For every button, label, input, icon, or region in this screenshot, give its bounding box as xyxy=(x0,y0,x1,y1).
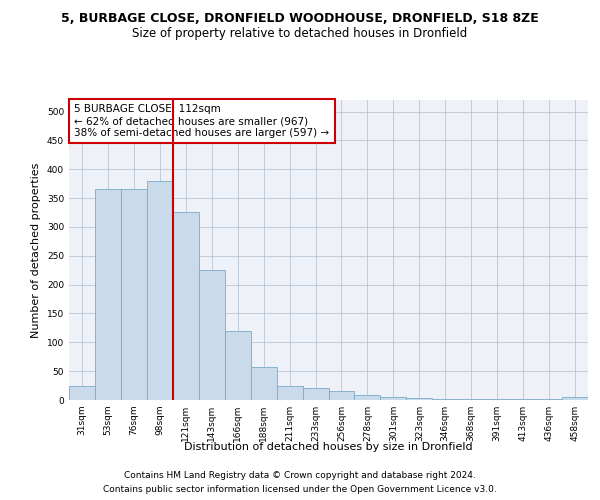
Bar xyxy=(302,388,329,400)
Bar xyxy=(147,181,173,400)
Text: Distribution of detached houses by size in Dronfield: Distribution of detached houses by size … xyxy=(184,442,473,452)
Text: 5, BURBAGE CLOSE, DRONFIELD WOODHOUSE, DRONFIELD, S18 8ZE: 5, BURBAGE CLOSE, DRONFIELD WOODHOUSE, D… xyxy=(61,12,539,26)
Bar xyxy=(225,331,251,400)
Bar xyxy=(562,397,588,400)
Y-axis label: Number of detached properties: Number of detached properties xyxy=(31,162,41,338)
Bar xyxy=(173,212,199,400)
Text: Contains HM Land Registry data © Crown copyright and database right 2024.: Contains HM Land Registry data © Crown c… xyxy=(124,472,476,480)
Bar xyxy=(433,399,458,400)
Bar xyxy=(199,270,224,400)
Bar xyxy=(277,386,302,400)
Bar xyxy=(69,386,95,400)
Bar xyxy=(121,190,147,400)
Text: Contains public sector information licensed under the Open Government Licence v3: Contains public sector information licen… xyxy=(103,484,497,494)
Text: 5 BURBAGE CLOSE: 112sqm
← 62% of detached houses are smaller (967)
38% of semi-d: 5 BURBAGE CLOSE: 112sqm ← 62% of detache… xyxy=(74,104,329,138)
Bar xyxy=(251,367,277,400)
Bar xyxy=(355,396,380,400)
Text: Size of property relative to detached houses in Dronfield: Size of property relative to detached ho… xyxy=(133,28,467,40)
Bar xyxy=(95,190,121,400)
Bar xyxy=(406,398,432,400)
Bar xyxy=(380,397,406,400)
Bar xyxy=(329,392,355,400)
